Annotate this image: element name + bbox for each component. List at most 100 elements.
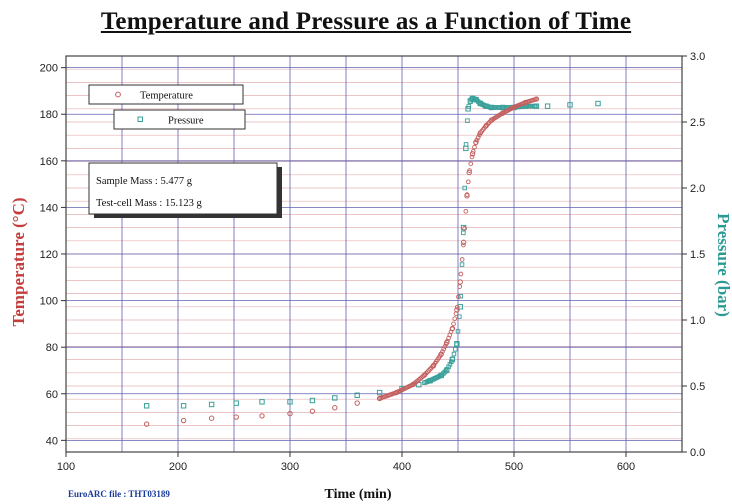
temperature-point xyxy=(456,294,461,300)
pressure-point xyxy=(180,403,187,409)
pressure-point xyxy=(376,389,383,396)
temperature-point xyxy=(441,346,447,352)
y-right-tick-label: 2.5 xyxy=(690,117,705,129)
temperature-point xyxy=(475,135,481,140)
y-left-tick-label: 60 xyxy=(46,389,58,401)
grid xyxy=(66,56,682,452)
temperature-point xyxy=(208,415,215,421)
pressure-point xyxy=(533,103,539,109)
legend-label-temperature: Temperature xyxy=(140,91,193,102)
temperature-point xyxy=(467,168,472,173)
chart-title: Temperature and Pressure as a Function o… xyxy=(100,8,632,35)
temperature-point xyxy=(259,413,265,419)
temperature-point xyxy=(454,304,460,310)
pressure-point xyxy=(287,399,293,405)
y-left-tick-label: 140 xyxy=(40,202,58,214)
temperature-point xyxy=(354,400,360,406)
y-axis-left: 40 60 80 100 120 140 160 180 200 xyxy=(40,63,66,447)
temperature-point xyxy=(438,351,444,357)
pressure-point xyxy=(463,142,469,147)
pressure-point xyxy=(466,104,472,109)
pressure-point xyxy=(459,262,465,267)
temperature-point xyxy=(477,132,482,138)
y-right-tick-label: 1.5 xyxy=(690,249,705,261)
temperature-point xyxy=(424,370,429,376)
pressure-point xyxy=(451,351,457,357)
pressure-point xyxy=(444,367,450,372)
data-marks xyxy=(143,95,601,427)
temperature-point xyxy=(443,341,449,347)
temperature-point xyxy=(465,179,471,185)
temperature-point xyxy=(474,137,480,143)
pressure-point xyxy=(453,347,458,352)
pressure-point xyxy=(567,102,573,108)
temperature-point xyxy=(466,169,472,176)
pressure-point xyxy=(449,359,454,364)
temperature-point xyxy=(486,120,492,125)
x-tick-label: 200 xyxy=(169,461,187,473)
temperature-point xyxy=(233,414,239,420)
temperature-point xyxy=(463,208,469,214)
temperature-point xyxy=(485,121,491,127)
temperature-point xyxy=(468,161,474,167)
temperature-point xyxy=(453,311,459,316)
temperature-point xyxy=(464,193,470,199)
footer-note: EuroARC file : THT03189 xyxy=(68,489,170,499)
pressure-point xyxy=(208,401,215,408)
y-right-tick-label: 0.5 xyxy=(690,381,705,393)
temperature-point xyxy=(484,122,490,128)
pressure-point xyxy=(259,399,265,405)
x-tick-label: 500 xyxy=(505,461,523,473)
temperature-point xyxy=(464,192,470,197)
y-right-tick-label: 2.0 xyxy=(690,183,705,195)
x-tick-label: 600 xyxy=(617,461,635,473)
y-left-tick-label: 200 xyxy=(40,63,58,75)
pressure-point xyxy=(440,371,446,376)
temperature-point xyxy=(533,96,539,102)
y-left-tick-label: 180 xyxy=(40,109,58,121)
pressure-point xyxy=(455,329,461,334)
legend-marker-pressure xyxy=(137,116,143,122)
cell-mass: Test-cell Mass : 15.123 g xyxy=(96,198,202,209)
legend-label-pressure: Pressure xyxy=(168,116,204,127)
temperature-point xyxy=(143,421,150,427)
temperature-point xyxy=(469,151,476,157)
pressure-point xyxy=(143,403,150,409)
pressure-point xyxy=(447,361,453,367)
temperature-point xyxy=(462,226,467,231)
info-box: Sample Mass : 5.477 g Test-cell Mass : 1… xyxy=(88,162,282,218)
pressure-point xyxy=(309,397,316,404)
x-tick-label: 400 xyxy=(393,461,411,473)
y-left-tick-label: 80 xyxy=(46,342,58,354)
temperature-point xyxy=(470,149,476,154)
pressure-point xyxy=(465,106,471,112)
temperature-point xyxy=(459,257,465,262)
pressure-point xyxy=(462,185,467,191)
pressure-point xyxy=(454,342,459,347)
temperature-point xyxy=(460,239,467,246)
x-axis: 100 200 300 400 500 600 xyxy=(57,452,635,473)
temperature-point xyxy=(452,316,458,322)
temperature-point xyxy=(451,321,456,327)
legend: Temperature Pressure xyxy=(88,84,246,130)
temperature-point xyxy=(425,369,430,375)
pressure-point xyxy=(461,230,466,236)
y-right-tick-label: 0.0 xyxy=(690,447,705,459)
y-left-tick-label: 40 xyxy=(46,435,58,447)
temperature-point xyxy=(469,154,475,160)
pressure-point xyxy=(457,314,462,319)
pressure-point xyxy=(233,400,239,406)
temperature-point xyxy=(309,408,316,414)
pressure-point xyxy=(474,98,480,103)
temperature-point xyxy=(287,410,293,417)
temperature-point xyxy=(440,349,445,354)
temperature-point xyxy=(427,366,433,372)
temperature-point xyxy=(421,373,427,378)
pressure-point xyxy=(354,392,360,398)
temperature-point xyxy=(428,365,434,371)
pressure-point xyxy=(458,293,463,299)
legend-marker-temperature xyxy=(115,91,121,98)
y-right-tick-label: 3.0 xyxy=(690,51,705,63)
y-left-tick-label: 160 xyxy=(40,156,58,168)
